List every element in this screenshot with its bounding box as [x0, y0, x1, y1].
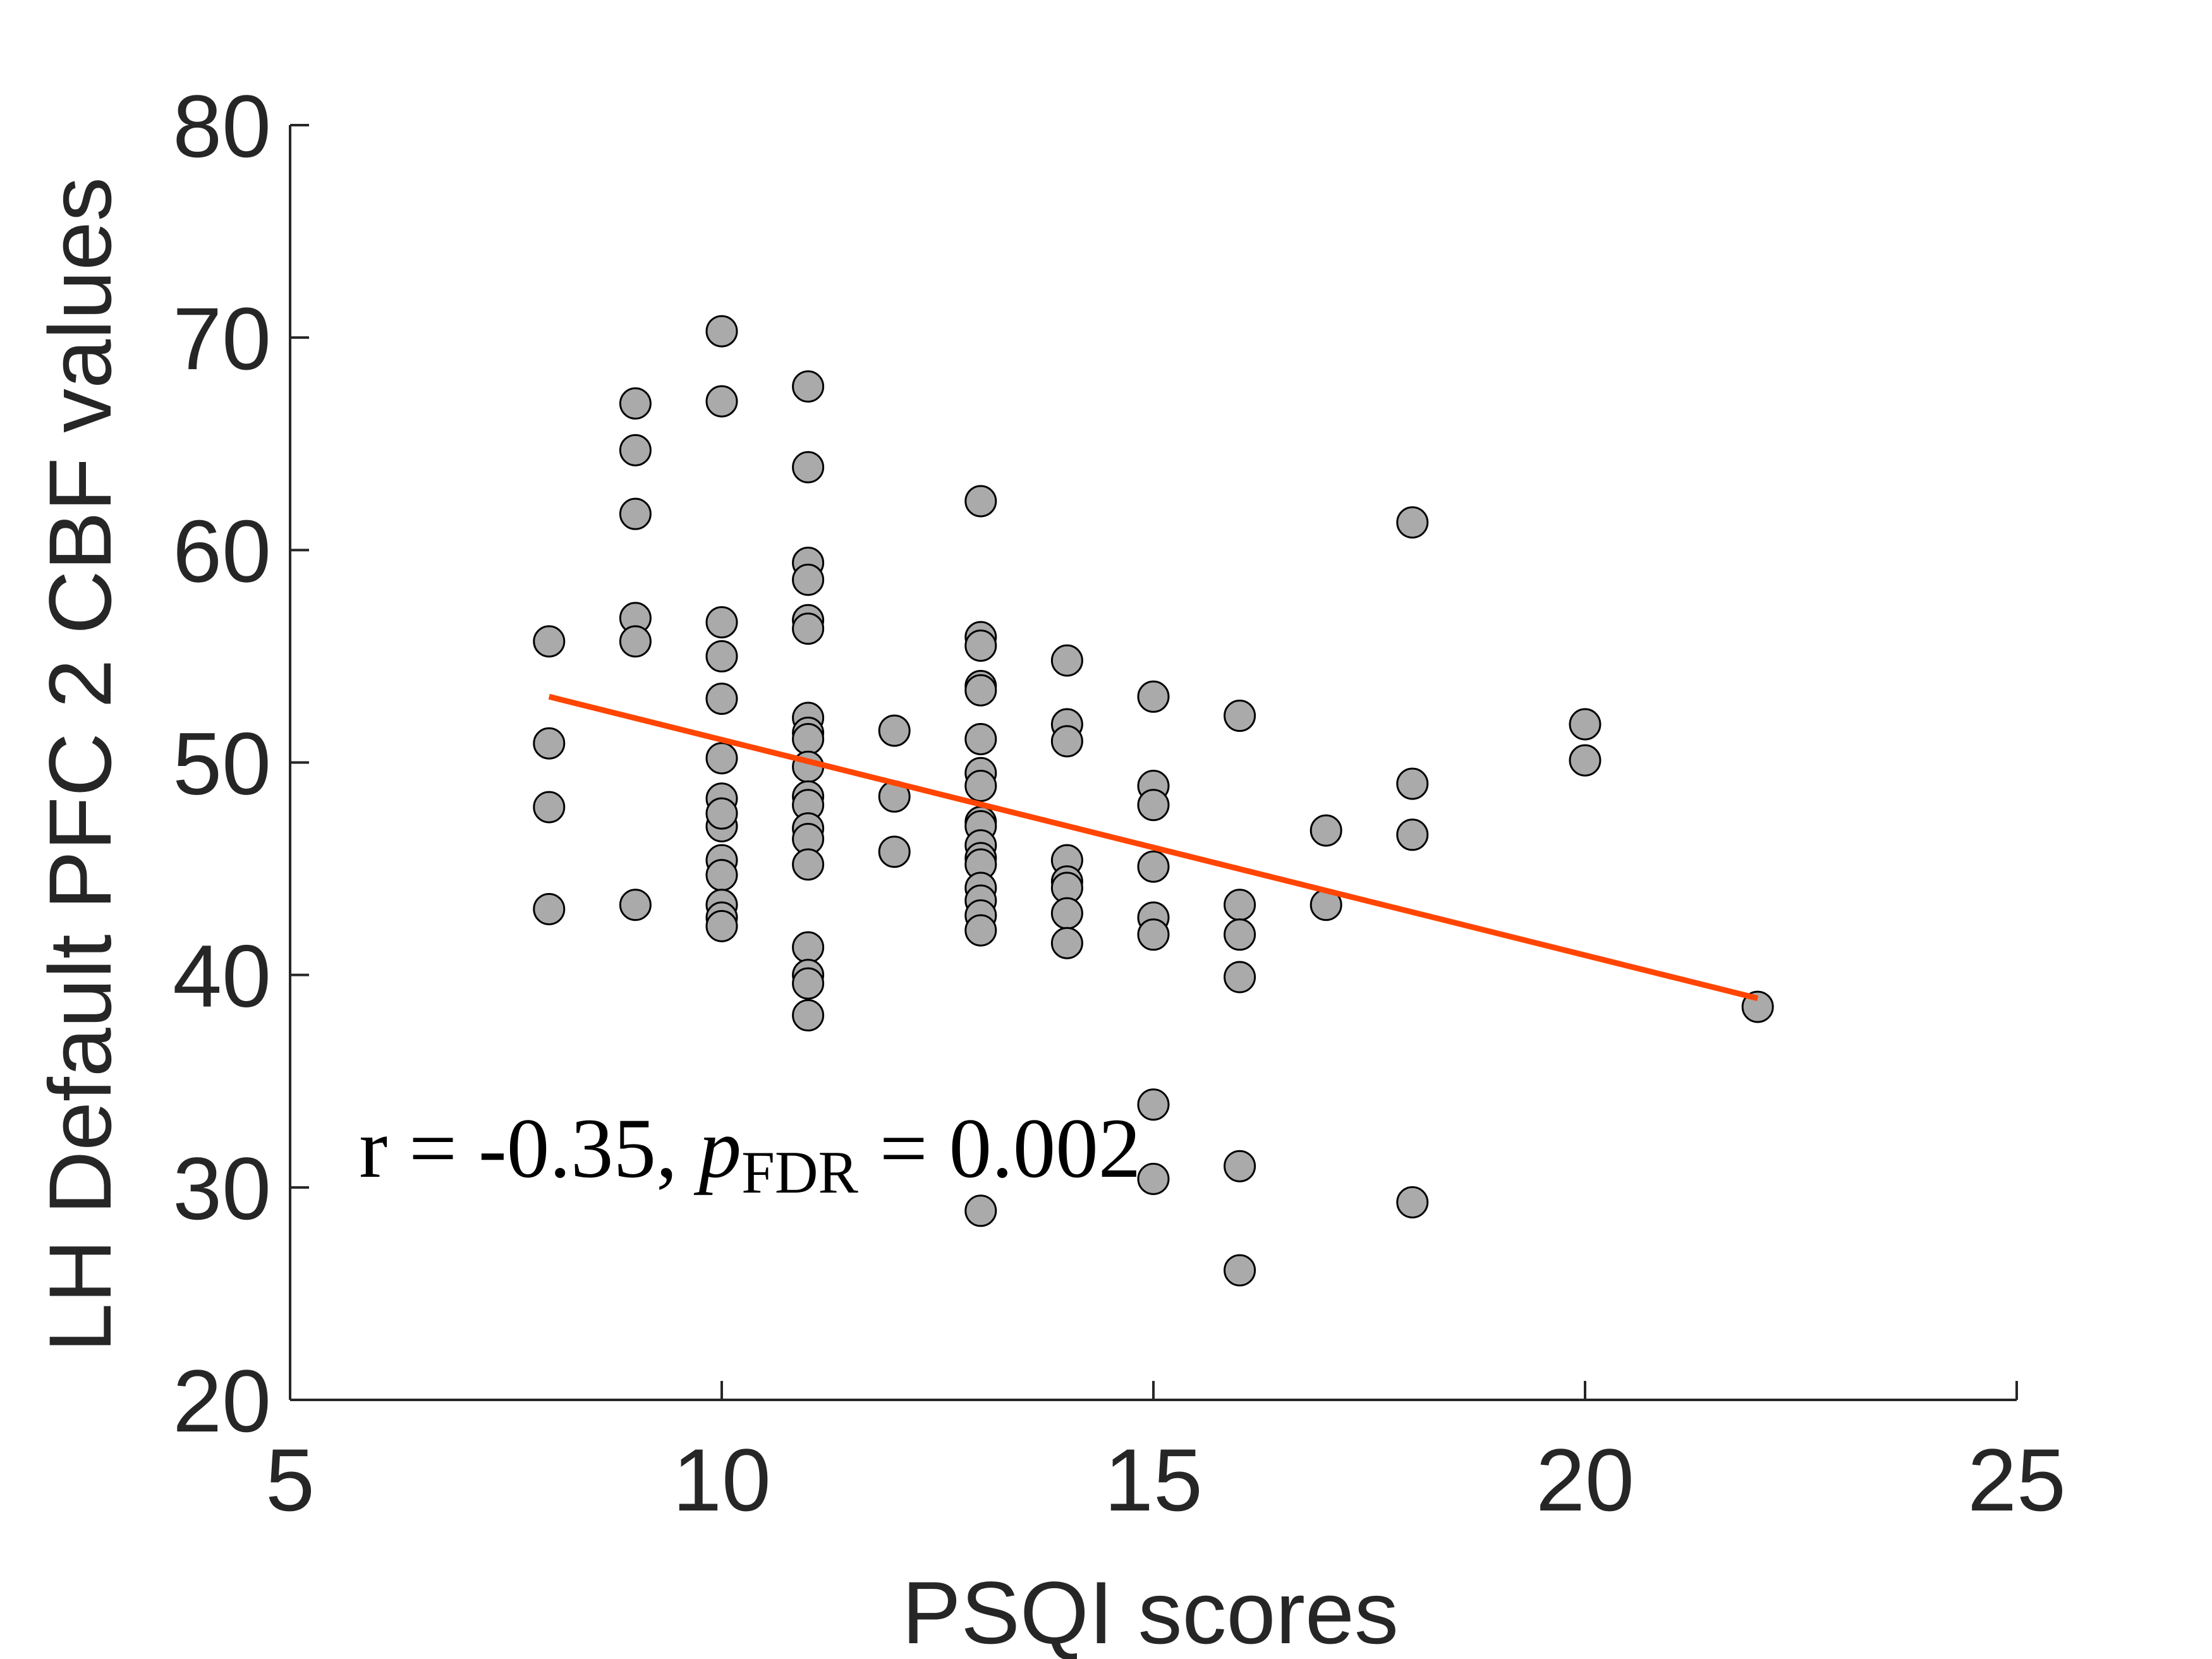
y-tick-label: 20: [173, 1351, 271, 1450]
scatter-point: [705, 859, 738, 892]
scatter-point: [705, 683, 738, 715]
annotation-part: = 0.002: [858, 1102, 1141, 1196]
scatter-point: [1224, 1254, 1256, 1287]
x-tick-label: 10: [672, 1430, 771, 1529]
scatter-point: [705, 385, 738, 418]
y-tick-label: 50: [173, 714, 271, 813]
scatter-point: [1137, 1088, 1170, 1121]
scatter-point: [1224, 1150, 1256, 1182]
scatter-point: [619, 387, 652, 420]
scatter-point: [792, 723, 825, 756]
scatter-point: [1396, 767, 1429, 800]
scatter-point: [792, 999, 825, 1032]
scatter-point: [1050, 897, 1083, 930]
scatter-point: [1050, 725, 1083, 758]
scatter-point: [964, 769, 997, 802]
scatter-point: [1396, 818, 1429, 851]
scatter-point: [1050, 927, 1083, 959]
scatter-point: [705, 640, 738, 672]
scatter-point: [1396, 506, 1429, 539]
y-tick-label: 70: [173, 289, 271, 388]
scatter-point: [1137, 850, 1170, 883]
scatter-point: [705, 315, 738, 348]
scatter-point: [1569, 744, 1601, 777]
y-tick-label: 40: [173, 927, 271, 1026]
scatter-point: [533, 791, 566, 823]
scatter-point: [533, 892, 566, 925]
x-axis-label: PSQI scores: [902, 1563, 1399, 1659]
scatter-point: [1137, 1162, 1170, 1195]
scatter-point: [878, 836, 911, 868]
scatter-point: [619, 889, 652, 921]
scatter-point: [533, 625, 566, 658]
scatter-point: [1137, 680, 1170, 713]
scatter-point: [792, 563, 825, 596]
scatter-point: [1310, 814, 1342, 847]
scatter-point: [964, 674, 997, 707]
annotation: r = -0.35, pFDR = 0.002: [359, 1102, 1141, 1206]
scatter-point: [1137, 789, 1170, 822]
x-tick-label: 25: [1967, 1430, 2066, 1529]
scatter-point: [964, 914, 997, 947]
scatter-point: [619, 497, 652, 530]
y-axis-label: LH Default PFC 2 CBF values: [30, 177, 130, 1352]
scatter-point: [1396, 1186, 1429, 1218]
scatter-point: [792, 967, 825, 1000]
x-tick-label: 5: [265, 1430, 315, 1529]
scatter-point: [964, 629, 997, 662]
x-tick-label: 20: [1536, 1430, 1634, 1529]
scatter-point: [1137, 918, 1170, 951]
annotation-part: FDR: [741, 1139, 858, 1206]
scatter-point: [619, 625, 652, 658]
scatter-point: [792, 848, 825, 881]
x-tick-label: 15: [1104, 1430, 1203, 1529]
scatter-point: [705, 797, 738, 830]
scatter-point: [878, 714, 911, 747]
scatter-point: [705, 909, 738, 942]
scatter-point: [1569, 708, 1601, 741]
annotation-part: r = -0.35,: [359, 1102, 698, 1196]
scatter-point: [533, 727, 566, 760]
scatter-point: [792, 370, 825, 403]
scatter-point: [792, 931, 825, 964]
scatter-point: [792, 451, 825, 483]
annotation-part: p: [694, 1102, 742, 1196]
scatter-point: [792, 612, 825, 645]
scatter-point: [705, 606, 738, 639]
scatter-point: [705, 742, 738, 775]
scatter-point: [964, 723, 997, 756]
scatter-point: [964, 1194, 997, 1227]
scatter-point: [1224, 700, 1256, 732]
y-tick-label: 30: [173, 1139, 271, 1238]
scatter-point: [1224, 889, 1256, 921]
scatter-point: [964, 485, 997, 518]
scatter-point: [619, 434, 652, 466]
y-tick-label: 80: [173, 76, 271, 176]
scatter-point: [1224, 918, 1256, 951]
y-tick-label: 60: [173, 501, 271, 600]
scatter-point: [1224, 961, 1256, 994]
scatter-point: [1050, 644, 1083, 677]
fit-line: [548, 693, 1759, 1002]
